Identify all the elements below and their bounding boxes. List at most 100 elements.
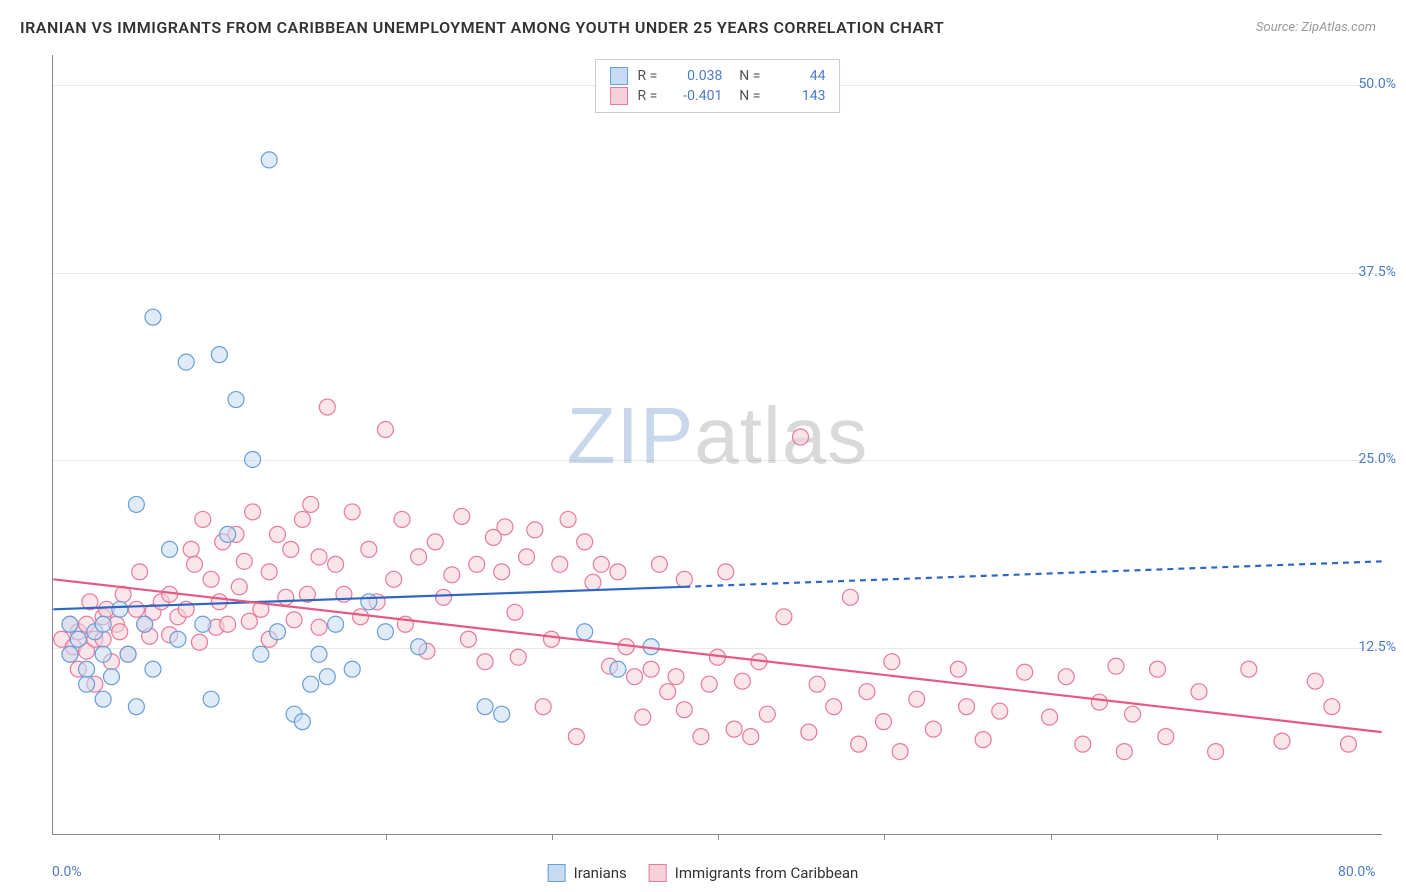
data-point: [62, 646, 78, 662]
data-point: [1208, 744, 1224, 760]
data-point: [1058, 669, 1074, 685]
legend-swatch-caribbean: [649, 864, 667, 882]
data-point: [162, 541, 178, 557]
data-point: [70, 631, 86, 647]
data-point: [245, 504, 261, 520]
data-point: [203, 691, 219, 707]
regression-line: [684, 561, 1381, 586]
data-point: [128, 496, 144, 512]
data-point: [826, 699, 842, 715]
data-point: [95, 646, 111, 662]
data-point: [759, 706, 775, 722]
data-point: [183, 541, 199, 557]
data-point: [319, 399, 335, 415]
x-tick: [718, 834, 719, 840]
data-point: [311, 646, 327, 662]
data-point: [436, 589, 452, 605]
data-point: [1116, 744, 1132, 760]
data-point: [283, 541, 299, 557]
data-point: [377, 422, 393, 438]
data-point: [311, 549, 327, 565]
data-point: [195, 511, 211, 527]
x-tick: [1051, 834, 1052, 840]
data-point: [876, 714, 892, 730]
data-point: [95, 616, 111, 632]
n-value-caribbean: 143: [770, 88, 825, 104]
chart-title: IRANIAN VS IMMIGRANTS FROM CARIBBEAN UNE…: [20, 18, 944, 37]
data-point: [577, 624, 593, 640]
source-attribution: Source: ZipAtlas.com: [1256, 20, 1376, 35]
data-point: [535, 699, 551, 715]
data-point: [651, 556, 667, 572]
data-point: [294, 714, 310, 730]
data-point: [477, 699, 493, 715]
data-point: [195, 616, 211, 632]
data-point: [62, 616, 78, 632]
data-point: [693, 729, 709, 745]
data-point: [635, 709, 651, 725]
x-tick: [1217, 834, 1218, 840]
data-point: [1274, 733, 1290, 749]
data-point: [701, 676, 717, 692]
data-point: [261, 564, 277, 580]
data-point: [668, 669, 684, 685]
data-point: [743, 729, 759, 745]
data-point: [236, 553, 252, 569]
data-point: [145, 309, 161, 325]
data-point: [477, 654, 493, 670]
data-point: [328, 616, 344, 632]
legend-item-caribbean: Immigrants from Caribbean: [649, 864, 859, 882]
data-point: [261, 152, 277, 168]
x-tick: [552, 834, 553, 840]
data-point: [344, 504, 360, 520]
data-point: [519, 549, 535, 565]
data-point: [494, 564, 510, 580]
legend-item-iranians: Iranians: [548, 864, 627, 882]
data-point: [95, 691, 111, 707]
data-point: [1017, 664, 1033, 680]
data-point: [577, 534, 593, 550]
data-point: [454, 508, 470, 524]
swatch-iranians: [610, 67, 628, 85]
data-point: [552, 556, 568, 572]
plot-area: ZIPatlas R = 0.038 N = 44 R = -0.401 N =…: [52, 55, 1382, 835]
data-point: [726, 721, 742, 737]
data-point: [178, 354, 194, 370]
data-point: [228, 392, 244, 408]
x-axis-tick-label: 80.0%: [1338, 864, 1376, 880]
data-point: [220, 616, 236, 632]
data-point: [170, 631, 186, 647]
data-point: [543, 631, 559, 647]
data-point: [950, 661, 966, 677]
data-point: [497, 519, 513, 535]
x-tick: [219, 834, 220, 840]
correlation-legend: R = 0.038 N = 44 R = -0.401 N = 143: [595, 59, 841, 113]
data-point: [859, 684, 875, 700]
data-point: [361, 541, 377, 557]
swatch-caribbean: [610, 87, 628, 105]
data-point: [191, 634, 207, 650]
data-point: [137, 616, 153, 632]
data-point: [676, 702, 692, 718]
data-point: [344, 661, 360, 677]
data-point: [510, 649, 526, 665]
data-point: [718, 564, 734, 580]
r-value-iranians: 0.038: [667, 68, 722, 84]
n-value-iranians: 44: [770, 68, 825, 84]
data-point: [585, 574, 601, 590]
x-tick: [884, 834, 885, 840]
data-point: [394, 511, 410, 527]
data-point: [245, 451, 261, 467]
data-point: [303, 496, 319, 512]
data-point: [909, 691, 925, 707]
data-point: [527, 522, 543, 538]
legend-row-caribbean: R = -0.401 N = 143: [610, 86, 826, 106]
legend-swatch-iranians: [548, 864, 566, 882]
legend-label-caribbean: Immigrants from Caribbean: [675, 864, 859, 882]
data-point: [294, 511, 310, 527]
data-point: [676, 571, 692, 587]
data-point: [884, 654, 900, 670]
data-point: [103, 669, 119, 685]
legend-label-iranians: Iranians: [574, 864, 627, 882]
data-point: [253, 646, 269, 662]
